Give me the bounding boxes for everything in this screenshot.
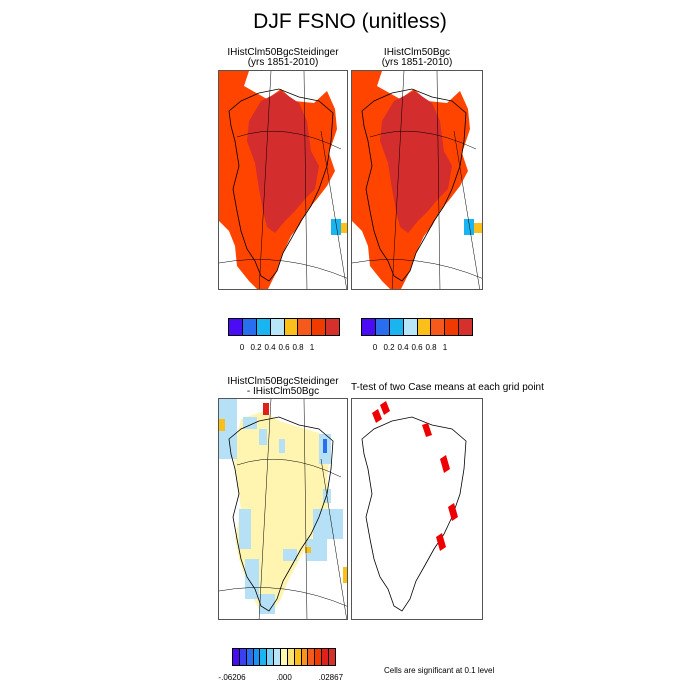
colorbar-case2-swatch	[459, 319, 472, 335]
colorbar-case2-swatch	[417, 319, 432, 335]
colorbar-difference-swatch	[315, 649, 323, 665]
diff-line1: IHistClm50BgcSteidinger	[227, 376, 339, 387]
colorbar-case1-swatch	[242, 319, 257, 335]
significance-note: Cells are significant at 0.1 level	[384, 666, 495, 675]
panel-title-ttest: T-test of two Case means at each grid po…	[351, 382, 544, 393]
colorbar-case1-swatch	[284, 319, 299, 335]
colorbar-case1-tick-label: 0.2	[250, 343, 262, 352]
colorbar-difference-swatch	[233, 649, 240, 665]
colorbar-difference-swatch	[281, 649, 288, 665]
colorbar-difference-swatch	[239, 649, 247, 665]
colorbar-difference-tick-label: -.06206	[218, 673, 246, 682]
colorbar-difference-swatch	[329, 649, 335, 665]
colorbar-case2-swatch	[431, 319, 446, 335]
colorbar-case1-tick-label: 0	[239, 343, 245, 352]
colorbar-case1-tick-label: 0.8	[292, 343, 304, 352]
colorbar-case2-tick-label: 0.8	[425, 343, 437, 352]
case1-years: (yrs 1851-2010)	[247, 57, 319, 68]
colorbar-difference-swatch	[267, 649, 275, 665]
case2-years: (yrs 1851-2010)	[381, 57, 453, 68]
colorbar-case1-swatch	[229, 319, 243, 335]
colorbar-case2-swatch	[375, 319, 390, 335]
map-difference	[218, 398, 348, 620]
panel-title-diff: IHistClm50BgcSteidinger - IHistClm50Bgc	[218, 377, 348, 397]
colorbar-case2-swatch	[403, 319, 418, 335]
map-case1	[218, 70, 348, 290]
colorbar-difference-swatch	[246, 649, 254, 665]
map-case2	[351, 70, 483, 290]
colorbar-difference-tick-label: .02867	[318, 673, 344, 682]
colorbar-case1-swatch	[270, 319, 285, 335]
colorbar-case1	[228, 318, 340, 336]
colorbar-difference-labels: -.06206 .000 .02867	[218, 673, 343, 685]
map-ttest	[351, 398, 483, 620]
colorbar-case2-labels: 0 0.2 0.4 0.6 0.8 1	[361, 343, 473, 355]
colorbar-case1-swatch	[256, 319, 271, 335]
colorbar-difference	[232, 648, 336, 666]
colorbar-case1-swatch	[312, 319, 327, 335]
colorbar-difference-swatch	[322, 649, 330, 665]
colorbar-case1-tick-label: 1	[309, 343, 315, 352]
colorbar-case1-tick-label: 0.4	[264, 343, 276, 352]
colorbar-case2-tick-label: 0	[372, 343, 378, 352]
colorbar-difference-tick-label: .000	[276, 673, 292, 682]
colorbar-case2-tick-label: 1	[442, 343, 448, 352]
colorbar-difference-swatch	[287, 649, 295, 665]
colorbar-difference-swatch	[308, 649, 316, 665]
colorbar-difference-swatch	[260, 649, 268, 665]
colorbar-case1-tick-label: 0.6	[278, 343, 290, 352]
colorbar-case2-tick-label: 0.4	[397, 343, 409, 352]
colorbar-case2-swatch	[389, 319, 404, 335]
colorbar-case2-tick-label: 0.6	[411, 343, 423, 352]
colorbar-case2-swatch	[445, 319, 460, 335]
colorbar-case2	[361, 318, 473, 336]
case1-name: IHistClm50BgcSteidinger	[227, 47, 339, 58]
colorbar-difference-swatch	[274, 649, 282, 665]
colorbar-case1-labels: 0 0.2 0.4 0.6 0.8 1	[228, 343, 340, 355]
panel-title-case1: IHistClm50BgcSteidinger (yrs 1851-2010)	[218, 48, 348, 68]
case2-name: IHistClm50Bgc	[383, 47, 451, 58]
panel-title-case2: IHistClm50Bgc (yrs 1851-2010)	[351, 48, 483, 68]
colorbar-difference-swatch	[253, 649, 261, 665]
colorbar-case2-swatch	[362, 319, 376, 335]
diff-line2: - IHistClm50Bgc	[246, 386, 320, 397]
colorbar-difference-swatch	[301, 649, 309, 665]
colorbar-case1-swatch	[326, 319, 339, 335]
figure-title: DJF FSNO (unitless)	[253, 10, 447, 33]
colorbar-case1-swatch	[298, 319, 313, 335]
colorbar-case2-tick-label: 0.2	[383, 343, 395, 352]
colorbar-difference-swatch	[294, 649, 302, 665]
